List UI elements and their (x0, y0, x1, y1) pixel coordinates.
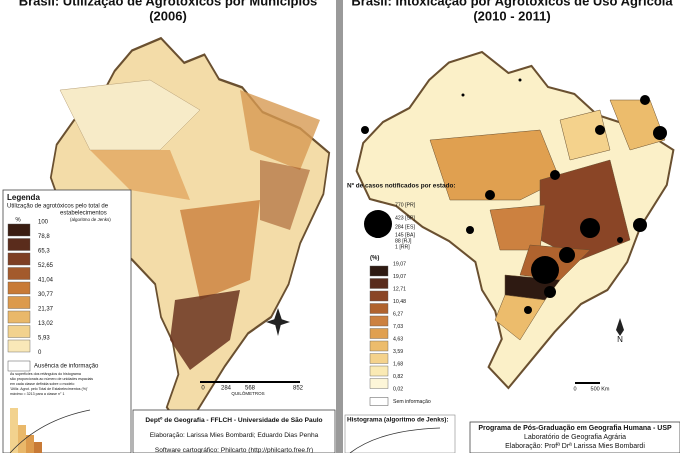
class-label: 12,71 (393, 286, 406, 292)
circle-label: 423 [SP] (395, 215, 415, 221)
note: máximo = 3213 para a classe n° 1 (10, 392, 64, 396)
north-arrow (616, 318, 624, 336)
label: Utilização de agrotóxicos pelo total de (7, 204, 109, 210)
credit: Software cartográfico: Philcarto (http:/… (155, 447, 313, 453)
right-map (354, 50, 676, 390)
title: Brasil: Utilização de Agrotóxicos por Mu… (19, 0, 318, 8)
note: são proporcionais ao número de unidades … (10, 377, 93, 381)
note: 'Utiliz. Agrot. pelo Total de Estabeleci… (10, 387, 88, 391)
label: Sem informação (393, 399, 431, 405)
scale-unit: QUILÔMETROS (231, 390, 264, 396)
class-label: 7,03 (393, 324, 403, 330)
label: (algoritmo de Jenks) (70, 217, 111, 222)
circle-legend (364, 210, 392, 238)
legend-heading: Legenda (7, 193, 40, 202)
class-label: 41,04 (38, 278, 54, 284)
title: Brasil: Intoxicação por Agrotóxicos de U… (351, 0, 673, 8)
class-swatch (369, 340, 389, 352)
class-label: 4,63 (393, 336, 403, 342)
histogram-label: Histograma (algoritmo de Jenks): (347, 417, 449, 424)
class-label: 13,02 (38, 321, 54, 327)
class-label: 52,65 (38, 263, 54, 269)
class-label: 0 (38, 350, 42, 356)
credit: Laboratório de Geografia Agrária (524, 434, 626, 441)
no-data-swatch (369, 397, 389, 406)
histogram (9, 408, 91, 453)
credits-box (132, 409, 336, 453)
class-label: 5,93 (38, 336, 50, 342)
class-swatch (369, 353, 389, 364)
panel-divider (336, 0, 343, 453)
scale-label: 284 (221, 386, 232, 392)
label: Ausência de informação (34, 364, 99, 370)
no-data-swatch (7, 360, 31, 372)
class-label: 19,07 (393, 274, 406, 280)
class-swatch (7, 310, 31, 324)
class-swatch (7, 325, 31, 338)
class-swatch (369, 378, 389, 389)
circle-label: 88 [RJ] (395, 238, 412, 244)
north-arrow (266, 308, 290, 336)
scale-label: 500 Km (591, 386, 610, 392)
circle-label: 770 [PR] (395, 202, 416, 208)
label: % (15, 218, 21, 224)
scale-label: 0 (201, 386, 205, 392)
credit: Deptº de Geografia - FFLCH - Universidad… (145, 417, 322, 424)
credit: Programa de Pós-Graduação em Geografia H… (478, 425, 672, 432)
class-label: 65,3 (38, 249, 50, 255)
credit: Elaboração: Profª Drª Larissa Mies Bomba… (505, 443, 645, 450)
class-swatch (369, 265, 389, 277)
circle-label: 284 [ES] (395, 224, 415, 230)
class-swatch (369, 290, 389, 302)
class-swatch (369, 303, 389, 314)
class-swatch (7, 339, 31, 353)
circle-label: 1 [RR] (395, 244, 410, 250)
north-label: N (617, 335, 623, 344)
legend-heading: Nº de casos notificados por estado: (347, 183, 456, 190)
class-label: 10,48 (393, 299, 406, 305)
class-swatch (369, 315, 389, 327)
scale-label: 0 (573, 386, 576, 392)
label: estabelecimentos (60, 211, 107, 217)
title: (2010 - 2011) (473, 8, 550, 23)
scale-label: 852 (293, 386, 304, 392)
class-label: 3,59 (393, 349, 403, 355)
credit: Elaboração: Larissa Mies Bombardi; Eduar… (150, 432, 319, 439)
note: em cada classe definida sobre o modelo (10, 382, 74, 386)
class-swatch (369, 278, 389, 289)
title: (2006) (149, 8, 187, 23)
class-label: 6,27 (393, 311, 403, 317)
class-label: 100 (38, 220, 49, 226)
class-swatch (7, 252, 31, 266)
class-label: 0,02 (393, 386, 403, 392)
class-label: 30,77 (38, 292, 54, 298)
class-swatch (7, 223, 31, 237)
class-label: 0,82 (393, 374, 403, 380)
class-swatch (7, 281, 31, 295)
circle-label: 145 [BA] (395, 232, 415, 238)
class-label: 19,07 (393, 261, 406, 267)
class-swatch (7, 296, 31, 309)
legend-unit: (%) (370, 256, 379, 262)
class-swatch (7, 238, 31, 251)
left-map (51, 38, 329, 432)
class-swatch (369, 328, 389, 339)
class-label: 78,8 (38, 234, 50, 240)
histogram-box (344, 414, 456, 453)
class-swatch (7, 267, 31, 280)
class-label: 1,68 (393, 361, 403, 367)
note: As superfícies dos retângulos do histogr… (10, 372, 81, 376)
credits-box (469, 421, 680, 453)
scale-label: 568 (245, 386, 256, 392)
class-swatch (369, 365, 389, 377)
class-label: 21,37 (38, 307, 54, 313)
